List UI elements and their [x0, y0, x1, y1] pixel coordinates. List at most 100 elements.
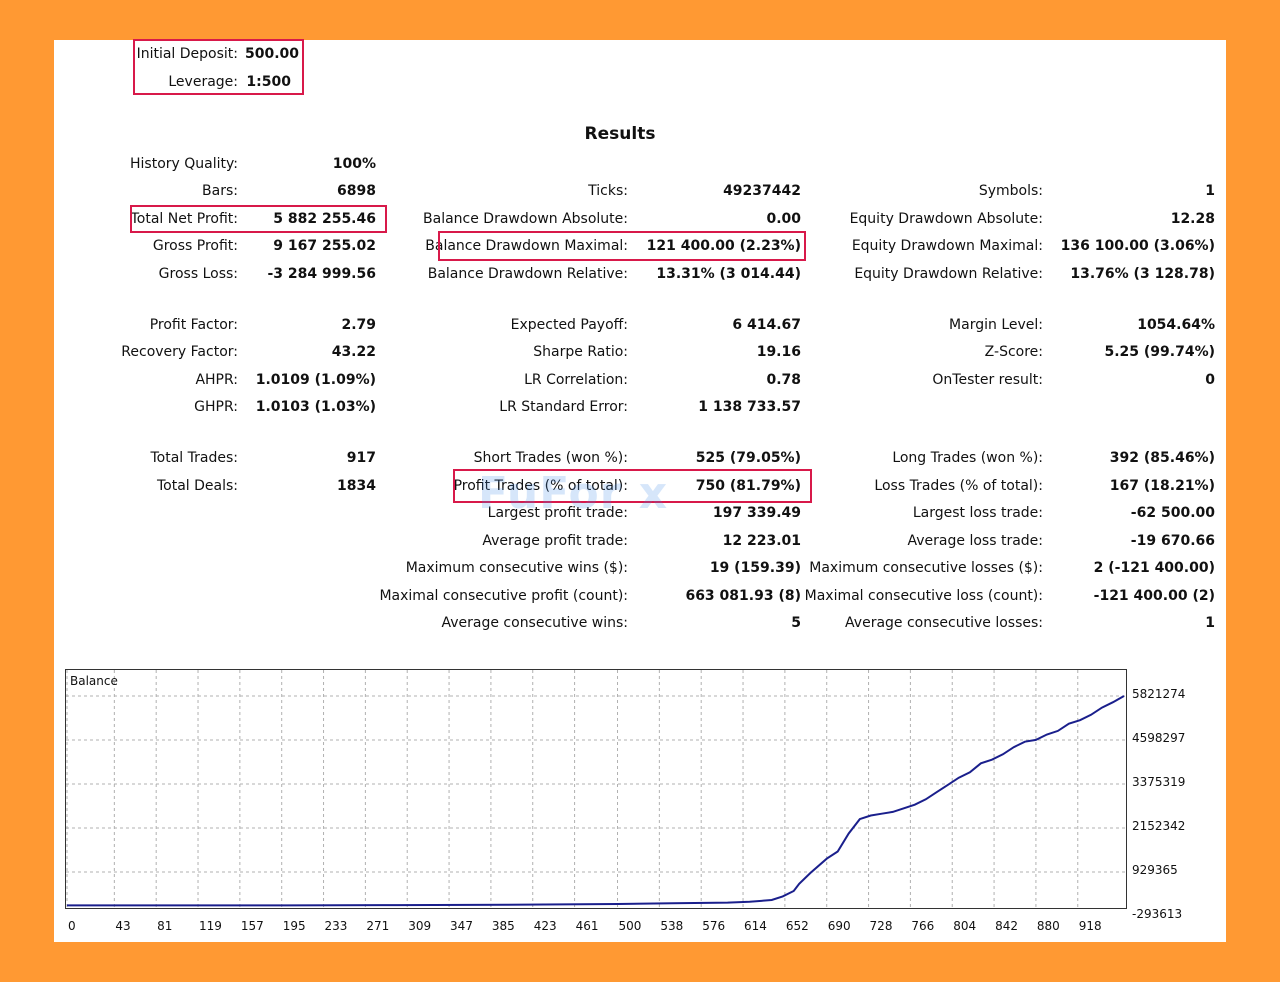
- leverage-value: 1:500: [246, 74, 291, 90]
- x-tick-label: 347: [450, 919, 473, 933]
- x-tick-label: 233: [324, 919, 348, 933]
- ahpr-value: 1.0109 (1.09%): [255, 372, 376, 388]
- loss-trades-label: Loss Trades (% of total):: [874, 478, 1043, 494]
- leverage-label: Leverage:: [168, 74, 238, 90]
- gross-loss-label: Gross Loss:: [158, 266, 238, 282]
- x-tick-label: 500: [618, 919, 642, 933]
- watermark-logo: FuFor x: [478, 468, 669, 519]
- ahpr-label: AHPR:: [195, 372, 238, 388]
- gross-profit-value: 9 167 255.02: [273, 238, 376, 254]
- balance-dd-maximal-label: Balance Drawdown Maximal:: [425, 238, 628, 254]
- x-tick-label: 309: [408, 919, 432, 933]
- maximal-consecutive-profit-label: Maximal consecutive profit (count):: [379, 588, 628, 604]
- x-tick-label: 423: [533, 919, 557, 933]
- balance-dd-relative-value: 13.31% (3 014.44): [656, 266, 801, 282]
- max-consecutive-losses-value: 2 (-121 400.00): [1093, 560, 1215, 576]
- highlight-balance-dd: [438, 231, 806, 261]
- x-tick-label: 81: [157, 919, 173, 933]
- z-score-label: Z-Score:: [984, 344, 1043, 360]
- short-trades-label: Short Trades (won %):: [473, 450, 628, 466]
- largest-loss-trade-value: -62 500.00: [1130, 505, 1215, 521]
- x-tick-label: 43: [115, 919, 131, 933]
- profit-trades-label: Profit Trades (% of total):: [453, 478, 628, 494]
- y-tick-label: 4598297: [1132, 731, 1186, 745]
- y-tick-label: -293613: [1132, 907, 1183, 921]
- ontester-result-label: OnTester result:: [932, 372, 1043, 388]
- loss-trades-value: 167 (18.21%): [1109, 478, 1215, 494]
- total-deals-value: 1834: [337, 478, 376, 494]
- balance-chart-svg: [66, 670, 1126, 908]
- balance-series-line: [67, 695, 1125, 907]
- margin-level-label: Margin Level:: [949, 317, 1043, 333]
- ghpr-value: 1.0103 (1.03%): [255, 399, 376, 415]
- average-loss-trade-label: Average loss trade:: [907, 533, 1043, 549]
- average-consecutive-losses-value: 1: [1205, 615, 1215, 631]
- balance-dd-relative-label: Balance Drawdown Relative:: [427, 266, 628, 282]
- x-tick-label: 195: [282, 919, 306, 933]
- balance-dd-maximal-value: 121 400.00 (2.23%): [646, 238, 801, 254]
- ghpr-label: GHPR:: [194, 399, 238, 415]
- balance-dd-absolute-label: Balance Drawdown Absolute:: [423, 211, 628, 227]
- lr-standard-error-label: LR Standard Error:: [499, 399, 628, 415]
- total-net-profit-label: Total Net Profit:: [130, 211, 238, 227]
- maximal-consecutive-loss-value: -121 400.00 (2): [1093, 588, 1215, 604]
- average-consecutive-wins-value: 5: [791, 615, 801, 631]
- symbols-value: 1: [1205, 183, 1215, 199]
- x-tick-label: 461: [575, 919, 599, 933]
- x-tick-label: 119: [199, 919, 222, 933]
- highlight-net-profit: [130, 205, 387, 233]
- gross-profit-label: Gross Profit:: [152, 238, 238, 254]
- equity-dd-relative-label: Equity Drawdown Relative:: [854, 266, 1043, 282]
- sharpe-ratio-label: Sharpe Ratio:: [533, 344, 628, 360]
- equity-dd-maximal-label: Equity Drawdown Maximal:: [851, 238, 1043, 254]
- history-quality-value: 100%: [332, 156, 376, 172]
- initial-deposit-label: Initial Deposit:: [136, 46, 238, 62]
- lr-correlation-value: 0.78: [766, 372, 801, 388]
- max-consecutive-losses-label: Maximum consecutive losses ($):: [809, 560, 1043, 576]
- balance-dd-absolute-value: 0.00: [766, 211, 801, 227]
- initial-deposit-value: 500.00: [244, 46, 299, 62]
- symbols-label: Symbols:: [978, 183, 1043, 199]
- lr-standard-error-value: 1 138 733.57: [698, 399, 801, 415]
- highlight-deposit: [133, 39, 304, 95]
- short-trades-value: 525 (79.05%): [695, 450, 801, 466]
- maximal-consecutive-profit-value: 663 081.93 (8): [685, 588, 801, 604]
- total-trades-value: 917: [346, 450, 376, 466]
- balance-chart: [65, 669, 1127, 909]
- x-tick-label: 690: [827, 919, 851, 933]
- bars-label: Bars:: [202, 183, 238, 199]
- y-tick-label: 5821274: [1132, 687, 1186, 701]
- x-tick-label: 728: [869, 919, 893, 933]
- x-tick-label: 880: [1036, 919, 1060, 933]
- ticks-value: 49237442: [723, 183, 801, 199]
- max-consecutive-wins-value: 19 (159.39): [709, 560, 801, 576]
- average-consecutive-losses-label: Average consecutive losses:: [845, 615, 1043, 631]
- average-loss-trade-value: -19 670.66: [1130, 533, 1215, 549]
- total-net-profit-value: 5 882 255.46: [273, 211, 376, 227]
- total-deals-label: Total Deals:: [156, 478, 238, 494]
- equity-dd-absolute-label: Equity Drawdown Absolute:: [849, 211, 1043, 227]
- x-tick-label: 271: [366, 919, 390, 933]
- z-score-value: 5.25 (99.74%): [1104, 344, 1215, 360]
- recovery-factor-label: Recovery Factor:: [121, 344, 238, 360]
- x-tick-label: 652: [785, 919, 809, 933]
- margin-level-value: 1054.64%: [1137, 317, 1215, 333]
- x-tick-label: 157: [240, 919, 264, 933]
- recovery-factor-value: 43.22: [331, 344, 376, 360]
- maximal-consecutive-loss-label: Maximal consecutive loss (count):: [804, 588, 1043, 604]
- ontester-result-value: 0: [1205, 372, 1215, 388]
- lr-correlation-label: LR Correlation:: [524, 372, 628, 388]
- x-tick-label: 576: [702, 919, 726, 933]
- equity-dd-absolute-value: 12.28: [1170, 211, 1215, 227]
- profit-factor-label: Profit Factor:: [149, 317, 238, 333]
- x-tick-label: 538: [660, 919, 684, 933]
- equity-dd-relative-value: 13.76% (3 128.78): [1070, 266, 1215, 282]
- long-trades-label: Long Trades (won %):: [892, 450, 1043, 466]
- y-tick-label: 3375319: [1132, 775, 1186, 789]
- largest-profit-trade-label: Largest profit trade:: [487, 505, 628, 521]
- results-title: Results: [584, 124, 656, 144]
- equity-dd-maximal-value: 136 100.00 (3.06%): [1060, 238, 1215, 254]
- total-trades-label: Total Trades:: [150, 450, 239, 466]
- y-tick-label: 2152342: [1132, 819, 1186, 833]
- x-tick-label: 0: [68, 919, 76, 933]
